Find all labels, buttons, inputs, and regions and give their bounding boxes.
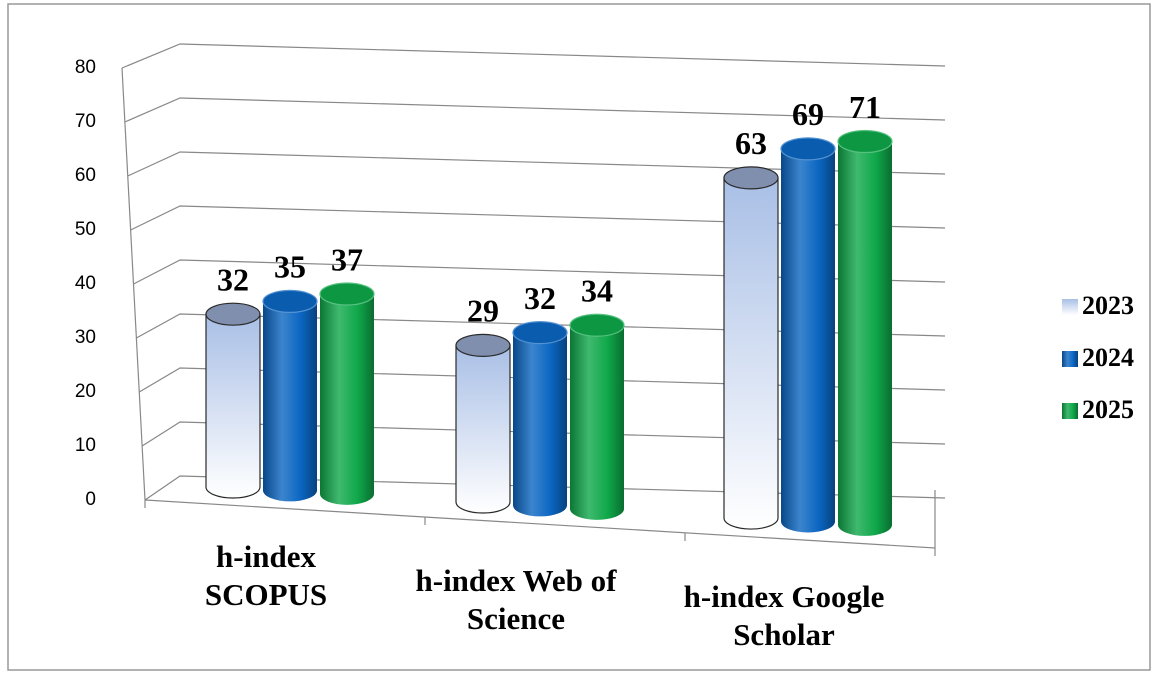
y-tick-label: 70 (75, 111, 96, 132)
bar (513, 332, 567, 517)
chart-border (7, 3, 1151, 671)
bar-top (723, 166, 779, 190)
y-tick-label: 20 (75, 381, 96, 402)
y-tick-label: 80 (75, 57, 96, 78)
x-tick-label: h-index Web of Science (415, 563, 617, 636)
grid-line (141, 421, 946, 447)
legend-label: 2025 (1082, 395, 1134, 424)
bar (455, 344, 511, 514)
bar (320, 294, 374, 505)
y-tick-label: 60 (75, 165, 96, 186)
value-label: 32 (524, 280, 556, 316)
bar (838, 141, 892, 536)
bar-top (205, 302, 261, 326)
grid-line (138, 367, 946, 393)
grid-line (133, 259, 946, 285)
y-tick-label: 0 (85, 489, 96, 510)
bar-top (569, 313, 625, 337)
bar-top (512, 321, 568, 345)
value-label: 69 (792, 96, 824, 132)
y-tick-label: 30 (75, 327, 96, 348)
bar (781, 148, 835, 533)
value-label: 63 (735, 125, 767, 161)
value-label: 71 (849, 89, 881, 125)
y-axis (121, 67, 146, 501)
legend-swatch (1062, 299, 1078, 315)
grid-line (124, 97, 946, 123)
value-label: 34 (581, 273, 613, 309)
bar (723, 177, 779, 530)
legend-label: 2023 (1082, 291, 1134, 320)
value-label: 29 (467, 293, 499, 329)
bar-top (319, 282, 375, 306)
legend-swatch (1062, 351, 1078, 367)
value-label: 35 (274, 249, 306, 285)
legend-swatch (1062, 403, 1078, 419)
x-tick-label: h-index SCOPUS (204, 539, 328, 612)
bar-top (262, 289, 318, 313)
bar-top (455, 333, 511, 357)
grid-line (136, 313, 946, 339)
value-label: 37 (331, 241, 363, 277)
x-tick-label: h-index Google Scholar (683, 579, 885, 652)
value-label: 32 (217, 262, 249, 298)
grid-line (127, 151, 946, 177)
bar-top (837, 129, 893, 154)
y-tick-label: 40 (75, 273, 96, 294)
grid-line (144, 475, 946, 501)
bar-top (780, 137, 836, 161)
grid-line (130, 205, 946, 231)
y-tick-label: 50 (75, 219, 96, 240)
grid-line (121, 43, 946, 69)
bar (263, 301, 317, 502)
legend-label: 2024 (1082, 343, 1134, 372)
bar (570, 325, 624, 520)
bar (205, 313, 261, 499)
y-tick-label: 10 (75, 435, 96, 456)
